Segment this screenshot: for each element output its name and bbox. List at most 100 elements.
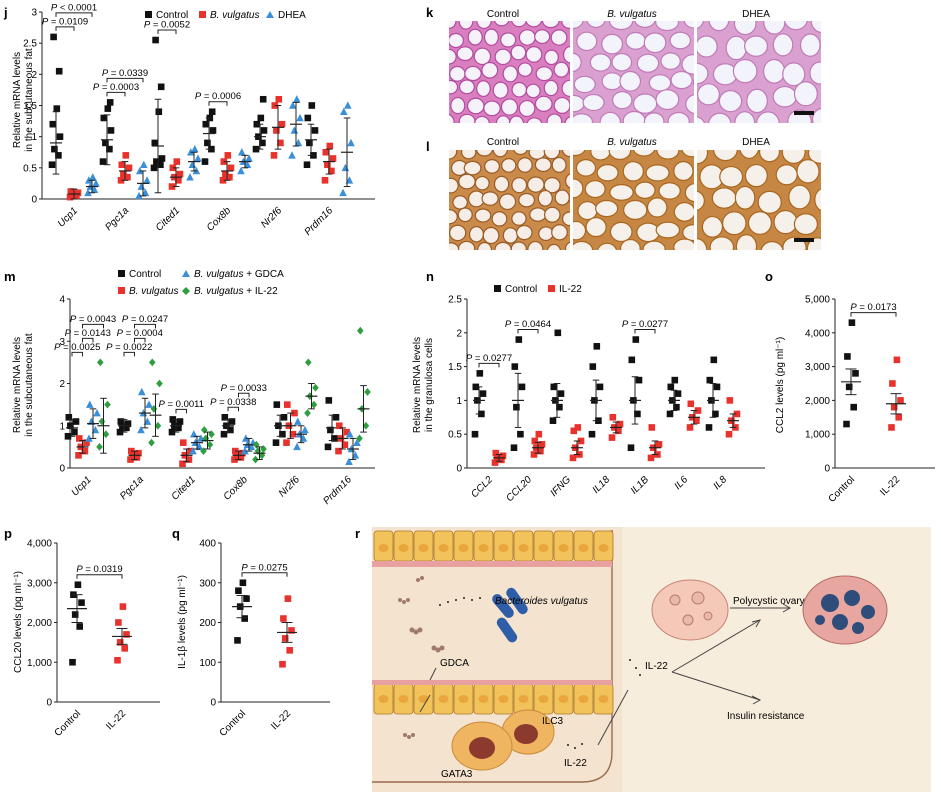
data-point xyxy=(556,403,563,411)
y-tick-label: 400 xyxy=(199,539,216,550)
data-point xyxy=(537,447,544,455)
data-point xyxy=(115,619,122,626)
data-point xyxy=(206,440,214,449)
data-point xyxy=(291,409,298,417)
data-point xyxy=(294,417,302,425)
data-point xyxy=(283,439,290,446)
data-point xyxy=(120,170,127,178)
data-point xyxy=(284,401,291,408)
data-point xyxy=(895,414,902,421)
data-point xyxy=(187,447,194,455)
data-point xyxy=(117,177,125,184)
data-point xyxy=(237,454,245,461)
data-point xyxy=(674,390,682,397)
data-point xyxy=(513,403,520,411)
legend-marker-bvulgatus xyxy=(118,287,125,294)
y-axis-label: CCL2 levels (pg ml⁻¹) xyxy=(775,337,786,433)
data-point xyxy=(114,656,121,664)
x-tick-label: Control xyxy=(827,474,858,505)
chart-o: 0 1,000 2,000 3,000 4,000 5,000 CCL2 levels (p… xyxy=(775,295,935,505)
significance-bracket xyxy=(106,91,126,97)
data-point xyxy=(237,166,245,175)
data-point xyxy=(535,430,543,438)
y-axis-label: Relative mRNA levelsin the subcutaneous … xyxy=(12,333,35,437)
data-point xyxy=(138,387,146,396)
data-point xyxy=(272,439,280,446)
data-point xyxy=(89,173,97,181)
data-point xyxy=(157,83,165,91)
chart-m: 0 1 2 3 4 Relative mRNA levelsin the subcutan… xyxy=(12,295,375,507)
data-point xyxy=(221,414,229,421)
data-point xyxy=(666,410,674,418)
p-value-label: P = 0.0022 xyxy=(106,342,152,353)
data-point xyxy=(517,430,524,438)
x-tick-label: Control xyxy=(218,708,249,739)
x-tick-label: CCL2 xyxy=(469,474,495,500)
data-point xyxy=(569,454,577,462)
x-tick-label: Cited1 xyxy=(170,474,198,502)
data-point xyxy=(241,615,248,622)
legend-n-il22: IL-22 xyxy=(559,284,582,295)
data-point xyxy=(549,417,557,424)
panel-label-k: k xyxy=(426,5,434,20)
data-point xyxy=(286,647,293,654)
legend-m-bvulgatus: B. vulgatus xyxy=(129,286,178,297)
data-point xyxy=(288,151,296,159)
ilc3-label: ILC3 xyxy=(542,716,564,727)
x-tick-label: Control xyxy=(53,708,84,739)
data-point xyxy=(92,179,100,187)
data-point xyxy=(102,139,109,147)
data-point xyxy=(326,142,334,150)
data-point xyxy=(257,114,265,122)
data-point xyxy=(186,173,194,181)
micrograph-l-bvulgatus xyxy=(573,150,694,250)
legend-m-il22: B. vulgatus + IL-22 xyxy=(194,286,278,297)
data-point xyxy=(273,401,281,408)
data-point xyxy=(259,139,266,147)
data-point xyxy=(175,177,182,184)
data-point xyxy=(280,615,287,622)
data-point xyxy=(589,363,597,370)
data-point xyxy=(190,430,198,438)
data-point xyxy=(252,455,259,464)
micro-l-label-bvulgatus: B. vulgatus xyxy=(607,137,656,148)
x-tick-label: IL1B xyxy=(629,474,652,497)
data-point xyxy=(628,356,636,364)
significance-bracket xyxy=(76,574,123,579)
il22-label-bottom: IL-22 xyxy=(564,758,587,769)
data-point xyxy=(362,421,370,430)
data-point xyxy=(530,451,538,458)
p-value-label: P = 0.0003 xyxy=(93,82,139,93)
data-point xyxy=(550,383,558,391)
data-point xyxy=(491,459,499,466)
y-tick-label: 1 xyxy=(31,132,37,143)
data-point xyxy=(306,139,313,147)
x-tick-label: Nr2f6 xyxy=(277,474,302,499)
data-point xyxy=(97,358,104,367)
panel-label-q: q xyxy=(172,526,180,541)
data-point xyxy=(219,177,227,184)
data-point xyxy=(104,400,111,409)
panel-label-l: l xyxy=(426,139,430,154)
data-point xyxy=(671,376,679,384)
ir-label: Insulin resistance xyxy=(727,711,805,722)
data-point xyxy=(153,158,160,165)
y-tick-label: 100 xyxy=(199,658,216,669)
data-point xyxy=(227,164,235,172)
significance-bracket xyxy=(55,12,93,17)
data-point xyxy=(321,177,329,184)
data-point xyxy=(135,449,142,457)
x-tick-label: Pgc1a xyxy=(103,205,131,233)
data-point xyxy=(180,439,187,446)
significance-bracket xyxy=(123,351,135,357)
data-point xyxy=(149,358,156,367)
legend-marker-control xyxy=(118,270,125,277)
y-tick-label: 1 xyxy=(59,421,65,432)
data-point xyxy=(127,456,134,463)
data-point xyxy=(593,343,601,350)
data-point xyxy=(888,424,895,431)
data-point xyxy=(341,441,349,449)
data-point xyxy=(538,441,546,448)
panel-label-o: o xyxy=(765,269,773,284)
data-point xyxy=(76,435,83,442)
